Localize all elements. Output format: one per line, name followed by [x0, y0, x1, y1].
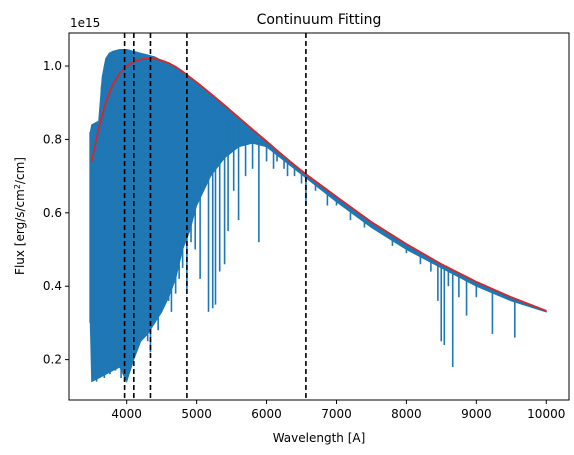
y-axis-title-superscript: 2 [13, 184, 22, 189]
plot-frame [68, 32, 570, 401]
x-tick-label: 8000 [391, 407, 422, 421]
y-tick-label: 0.2 [43, 353, 62, 367]
plot-area [89, 33, 547, 400]
y-tick-label: 0.8 [43, 132, 62, 146]
x-axis-title: Wavelength [A] [273, 431, 366, 445]
y-tick-label: 0.4 [43, 279, 62, 293]
y-tick-label: 1.0 [43, 59, 62, 73]
chart-title: Continuum Fitting [257, 12, 382, 28]
offset-text: 1e15 [70, 16, 100, 30]
y-tick-label: 0.6 [43, 206, 62, 220]
x-tick-label: 10000 [527, 407, 565, 421]
continuum-fit-line [90, 57, 547, 312]
y-axis-title: Flux [erg/s/cm2/cm] [13, 157, 28, 275]
x-tick-label: 4000 [111, 407, 142, 421]
x-tick-label: 6000 [251, 407, 282, 421]
y-axis-title-main: Flux [erg/s/cm [13, 189, 27, 275]
x-tick-label: 7000 [321, 407, 352, 421]
x-tick-label: 9000 [461, 407, 492, 421]
x-axis: 4000 5000 6000 7000 8000 9000 10000 [111, 400, 565, 421]
x-tick-label: 5000 [181, 407, 212, 421]
y-axis: 0.2 0.4 0.6 0.8 1.0 [43, 59, 69, 367]
y-axis-title-tail: /cm] [13, 157, 27, 184]
